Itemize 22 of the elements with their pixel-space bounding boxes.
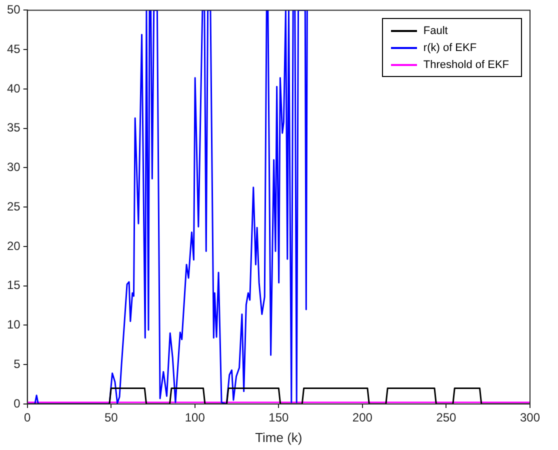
y-tick-label: 25 <box>6 199 21 214</box>
legend-label: Fault <box>423 24 448 37</box>
x-axis-title: Time (k) <box>255 430 302 445</box>
y-tick-label: 30 <box>6 160 21 174</box>
y-tick-label: 0 <box>14 396 21 410</box>
y-tick-label: 10 <box>6 318 21 332</box>
y-tick-label: 20 <box>6 238 21 253</box>
x-tick-label: 200 <box>352 410 373 425</box>
y-tick-label: 50 <box>6 2 21 17</box>
legend-label: Threshold of EKF <box>423 58 509 71</box>
y-tick-label: 15 <box>6 278 21 292</box>
legend-label: r(k) of EKF <box>423 42 477 54</box>
x-tick-label: 250 <box>436 410 457 425</box>
y-tick-label: 40 <box>6 81 21 96</box>
y-tick-label: 45 <box>6 42 21 56</box>
x-tick-label: 0 <box>24 410 32 425</box>
x-tick-label: 300 <box>520 410 540 425</box>
y-tick-label: 5 <box>14 356 21 371</box>
x-tick-label: 150 <box>268 410 290 425</box>
y-tick-label: 35 <box>6 120 21 135</box>
x-tick-label: 50 <box>104 410 118 425</box>
x-tick-label: 100 <box>184 410 206 425</box>
